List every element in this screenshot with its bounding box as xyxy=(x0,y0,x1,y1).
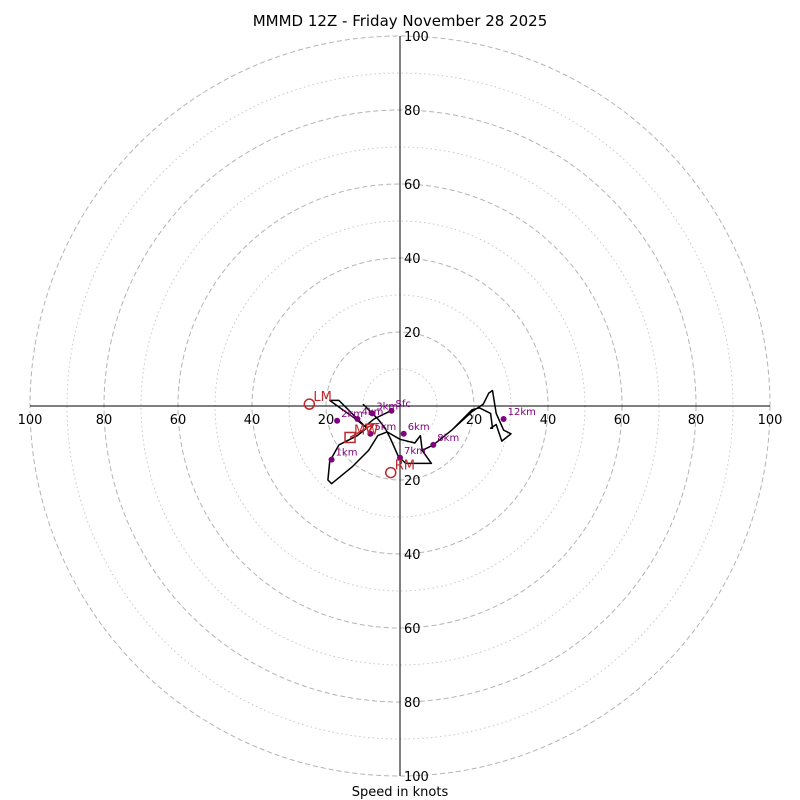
height-label: 5km xyxy=(374,422,396,433)
tick-label-y: 100 xyxy=(404,770,429,785)
height-label: 7km xyxy=(404,446,426,457)
height-point xyxy=(400,430,407,437)
tick-label-x: 40 xyxy=(540,413,557,428)
tick-label-x: 80 xyxy=(96,413,113,428)
tick-label-x: 20 xyxy=(318,413,335,428)
storm-motion-label: RM xyxy=(395,459,415,474)
height-point xyxy=(334,417,341,424)
x-axis-label: Speed in knots xyxy=(352,785,449,800)
storm-motion-markers: LM RM MW xyxy=(303,390,415,479)
mean-wind-arrowhead xyxy=(365,422,376,432)
height-point xyxy=(500,415,507,422)
chart-title: MMMD 12Z - Friday November 28 2025 xyxy=(253,12,548,30)
tick-label-x: 60 xyxy=(614,413,631,428)
tick-label-y: 40 xyxy=(404,252,421,267)
height-point xyxy=(354,415,361,422)
height-point xyxy=(367,430,374,437)
tick-label-y: 60 xyxy=(404,622,421,637)
tick-label-x: 20 xyxy=(466,413,483,428)
tick-label-y: 40 xyxy=(404,548,421,563)
tick-label-x: 40 xyxy=(244,413,261,428)
height-label: 4km xyxy=(361,407,383,418)
tick-label-x: 100 xyxy=(758,413,783,428)
height-point xyxy=(430,441,437,448)
height-label: 6km xyxy=(408,422,430,433)
height-point xyxy=(388,407,395,414)
storm-motion-marker xyxy=(303,398,316,410)
height-point xyxy=(328,456,335,463)
height-label: 2km xyxy=(341,409,363,420)
mean-wind-arrow xyxy=(349,423,375,439)
axis-lines xyxy=(30,36,770,776)
tick-label-y: 100 xyxy=(404,30,429,45)
height-label: 12km xyxy=(508,407,536,418)
height-label: 3km xyxy=(376,401,398,412)
height-point xyxy=(369,410,376,417)
tick-label-y: 80 xyxy=(404,104,421,119)
storm-motion-marker xyxy=(385,466,397,479)
height-label: 8km xyxy=(437,433,459,444)
mean-wind-marker xyxy=(344,431,356,444)
tick-label-y: 80 xyxy=(404,696,421,711)
height-label: Sfc xyxy=(395,399,410,410)
storm-motion-label: MW xyxy=(354,423,378,438)
tick-label-x: 100 xyxy=(18,413,43,428)
tick-labels: 100 80 60 40 20 20 40 60 80 100 100 80 60 40 20 20 40 60 8… xyxy=(18,30,783,785)
tick-label-y: 60 xyxy=(404,178,421,193)
tick-label-y: 20 xyxy=(404,326,421,341)
height-label: 1km xyxy=(336,448,358,459)
height-point xyxy=(397,454,403,461)
tick-label-y: 20 xyxy=(404,474,421,489)
storm-motion-label: LM xyxy=(313,390,331,405)
tick-label-x: 60 xyxy=(170,413,187,428)
tick-label-x: 80 xyxy=(688,413,705,428)
